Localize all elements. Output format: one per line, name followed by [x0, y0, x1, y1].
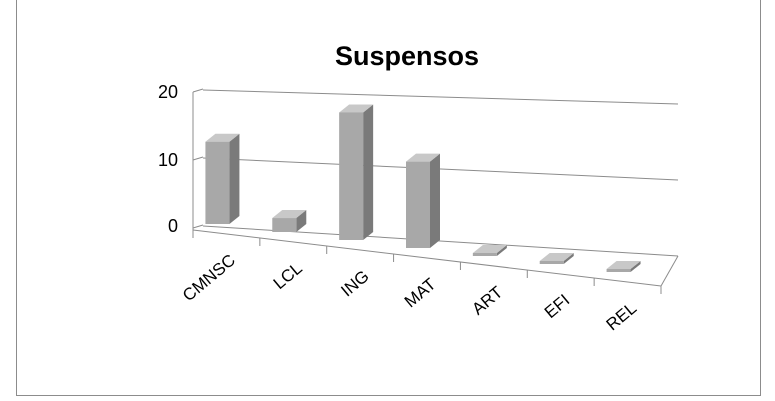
bar-layer — [205, 104, 641, 272]
left-wall-edge — [192, 88, 204, 93]
floor-front-edge — [192, 229, 662, 287]
bar-front — [339, 112, 364, 240]
bar-cmnsc — [205, 133, 240, 224]
bar-side — [496, 245, 507, 256]
bar-lcl — [272, 210, 307, 232]
x-tick-label: ART — [468, 283, 506, 319]
bar-top — [406, 153, 440, 162]
x-tick-label: LCL — [270, 259, 306, 294]
bar-front — [272, 218, 297, 232]
bar-top — [606, 261, 641, 269]
bar-side — [630, 261, 641, 272]
x-tick-label: MAT — [401, 275, 440, 312]
bar-side — [229, 133, 240, 224]
left-wall-edge — [192, 224, 204, 229]
x-tick-label: REL — [603, 299, 641, 335]
chart-frame — [16, 0, 761, 396]
bar-side — [430, 153, 440, 248]
chart-title: Suspensos — [335, 41, 479, 71]
bar-side — [363, 104, 374, 240]
x-tick-label: EFI — [541, 291, 573, 323]
bar-mat — [406, 153, 440, 248]
bar-top — [472, 245, 507, 253]
left-wall-edge — [192, 156, 204, 161]
y-tick-label: 10 — [158, 150, 178, 170]
x-tick-label: CMNSC — [179, 251, 239, 306]
bar-side — [563, 253, 574, 264]
bar-ing — [339, 104, 374, 240]
bar-front — [205, 141, 230, 224]
bar-art — [472, 245, 507, 256]
bar-side — [296, 210, 307, 232]
x-axis-labels: CMNSC LCL ING MAT ART EFI REL — [179, 251, 640, 335]
y-axis-ticks: 0 10 20 — [158, 82, 178, 236]
bar-front — [472, 253, 497, 256]
bar-top — [339, 104, 374, 113]
bar-rel — [606, 261, 641, 272]
gridline — [202, 89, 679, 105]
bar-top — [205, 133, 240, 142]
bar-front — [539, 261, 564, 264]
bar-top — [539, 253, 574, 261]
floor-right-edge — [660, 255, 679, 287]
bar-top — [272, 210, 307, 219]
bar-front — [606, 269, 631, 272]
bar-efi — [539, 253, 574, 264]
bar-front — [406, 161, 430, 248]
x-tick-label: ING — [337, 267, 372, 301]
y-tick-label: 0 — [168, 216, 178, 236]
y-tick-label: 20 — [158, 82, 178, 102]
gridline — [202, 157, 679, 181]
